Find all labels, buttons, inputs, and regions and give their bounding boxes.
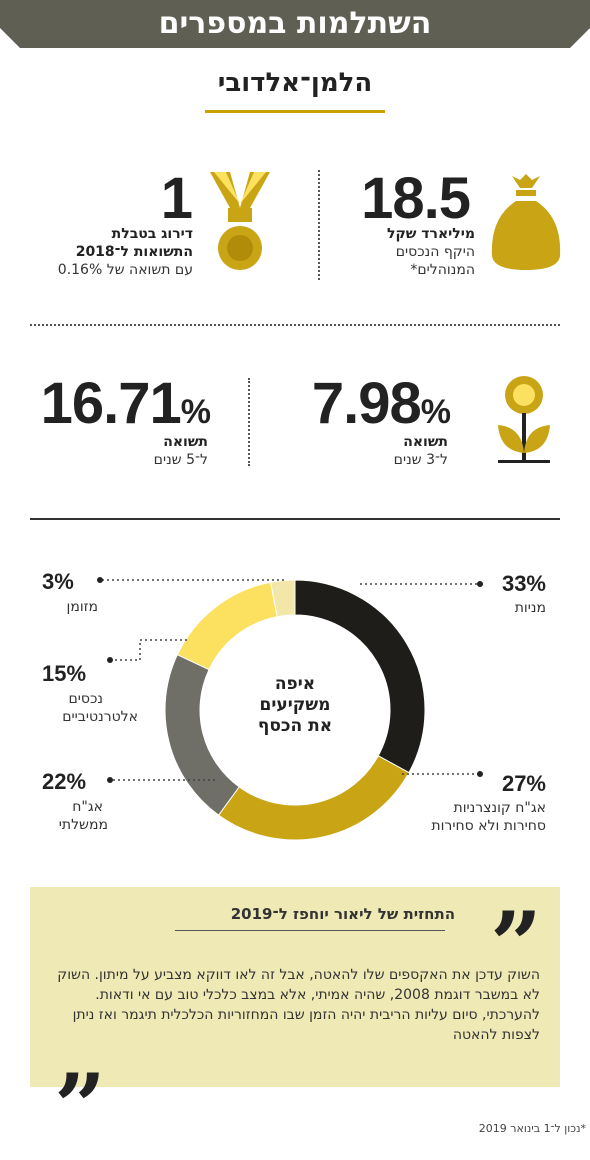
divider-vertical-2 <box>248 378 250 466</box>
assets-unit: מיליארד שקל <box>387 226 475 242</box>
assets-desc-2: המנוהלים* <box>410 262 475 278</box>
donut-center-line-3: את הכסף <box>257 716 333 736</box>
divider-vertical-1 <box>318 170 320 280</box>
ranking-desc: עם תשואה של 0.16% <box>57 262 193 278</box>
donut-center-line-1: איפה <box>274 674 316 694</box>
allocation-donut-chart <box>164 579 426 841</box>
legend-corp-bonds-percent: 27% <box>501 771 546 796</box>
legend-gov-bonds-label-2: ממשלתי <box>58 817 108 833</box>
legend-gov-bonds-percent: 22% <box>42 769 87 794</box>
legend-stocks-label: מניות <box>514 600 546 616</box>
open-quote-mark: ” <box>490 892 542 998</box>
return5-period: ל־5 שנים <box>153 452 208 468</box>
ranking-title-2: התשואות ל־2018 <box>75 244 193 260</box>
legend-cash-percent: 3% <box>42 569 74 594</box>
forecast-quote-text: השוק עדכן את האקספים שלו להאטה, אבל זה ל… <box>57 967 540 1043</box>
legend-gov-bonds-label-1: אג"ח <box>72 799 103 815</box>
title-underline <box>205 110 385 113</box>
return3-value: 7.98 <box>311 371 422 436</box>
forecast-title-rule <box>175 930 445 931</box>
legend-leader-lines <box>97 577 483 783</box>
ranking-title-1: דירוג בטבלת <box>111 226 193 242</box>
return3-number: 7.98% <box>270 375 451 441</box>
divider-horizontal-solid <box>30 518 560 520</box>
return5-number: 16.71% <box>25 375 211 441</box>
return5-percent-sign: % <box>180 393 211 431</box>
footnote: *נכון ל־1 בינואר 2019 <box>478 1122 586 1135</box>
legend-cash-label: מזומן <box>66 599 99 615</box>
money-bag-icon <box>491 174 561 270</box>
legend-alternative-label-2: אלטרנטיביים <box>62 709 138 725</box>
page-title: השתלמות במספרים <box>158 6 432 41</box>
legend-corp-bonds-label-1: אג"ח קונצרניות <box>453 800 546 816</box>
return3-period: ל־3 שנים <box>393 452 448 468</box>
donut-center-label: איפה משקיעים את הכסף <box>220 674 370 737</box>
close-quote-mark: ” <box>54 1054 106 1160</box>
return3-label: תשואה <box>403 434 448 450</box>
assets-desc-1: היקף הנכסים <box>395 244 475 260</box>
forecast-title: התחזית של ליאור יוחפז ל־2019 <box>230 905 455 923</box>
title-banner <box>0 0 590 48</box>
legend-alternative-label-1: נכסים <box>68 691 103 707</box>
fund-name: הלמן־אלדובי <box>217 68 373 98</box>
return3-percent-sign: % <box>420 393 451 431</box>
assets-number: 18.5 <box>361 166 471 231</box>
ranking-number: 1 <box>160 166 193 231</box>
divider-horizontal-dotted <box>30 324 560 326</box>
legend-stocks-percent: 33% <box>501 571 546 596</box>
medal-icon <box>210 172 270 270</box>
forecast-quote-box <box>30 887 560 1087</box>
donut-slice-cash <box>270 579 296 618</box>
return5-value: 16.71 <box>40 371 182 436</box>
return5-label: תשואה <box>163 434 208 450</box>
plant-coin-icon <box>498 376 550 463</box>
legend-alternative-percent: 15% <box>42 661 87 686</box>
donut-center-line-2: משקיעים <box>259 695 331 715</box>
legend-corp-bonds-label-2: סחירות ולא סחירות <box>431 818 546 834</box>
